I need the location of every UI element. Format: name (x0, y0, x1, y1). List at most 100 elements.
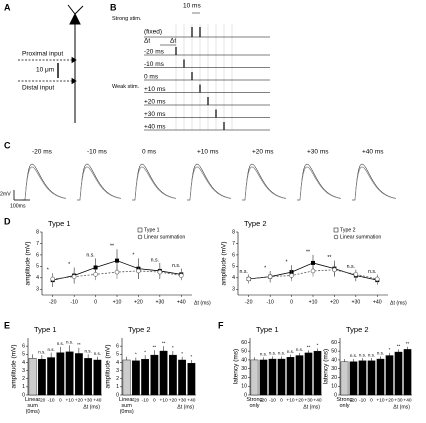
y-tick-label: 0 (22, 392, 25, 398)
significance-label: * (144, 349, 146, 354)
weak-label-box: Weak stim. (112, 84, 140, 90)
bar (340, 361, 349, 396)
y-tick-label: 3 (116, 368, 119, 374)
marker (93, 265, 98, 270)
bar (168, 354, 177, 396)
significance-label: ** (306, 249, 310, 255)
chart-title: Type 1 (48, 219, 71, 228)
trace (187, 166, 232, 201)
trace (22, 163, 67, 201)
row-label: 0 ms (144, 74, 159, 81)
trace (352, 166, 397, 201)
significance-label: ** (327, 255, 331, 261)
x-tick-label: Linear sum (0ms) (24, 397, 41, 415)
neuron (67, 4, 84, 123)
fixed-label: (fixed) (144, 29, 162, 36)
x-tick-label-box: Linear sum (0ms) (24, 397, 41, 415)
y-tick-label: 6 (232, 252, 235, 258)
trace (22, 166, 67, 201)
marker (267, 274, 273, 279)
significance-label: * (317, 343, 319, 348)
y-tick-label: 7 (232, 241, 235, 247)
x-axis-label: Δt (ms) (303, 404, 320, 410)
proximal-label: Proximal input (22, 51, 63, 58)
significance-label: ** (110, 244, 114, 250)
y-tick-label: 7 (36, 241, 39, 247)
x-tick-label: -10 (269, 397, 276, 403)
legend-marker (333, 234, 339, 240)
significance-label: * (135, 352, 137, 357)
y-tick-label: 8 (36, 229, 39, 235)
legend-marker (333, 227, 339, 233)
trace-label: +20 ms (252, 149, 274, 156)
marker (311, 260, 315, 265)
bar (403, 349, 412, 396)
panel-label: A (4, 2, 11, 12)
x-tick-label: +20 (295, 397, 303, 403)
interval-label: 10 ms (183, 3, 201, 10)
bar (385, 355, 394, 396)
bar (286, 357, 295, 396)
trace-label: -20 ms (32, 149, 53, 156)
panel-label: D (4, 216, 11, 226)
y-axis-label: amplitude (mV) (11, 344, 18, 388)
row-label: +30 ms (144, 111, 166, 118)
significance-label: n.s. (47, 347, 54, 352)
y-axis-label: amplitude (mV) (221, 241, 228, 285)
y-tick-label: 50 (331, 349, 337, 355)
y-tick-label: 60 (241, 340, 247, 346)
trace-label: 0 ms (142, 149, 157, 156)
trace-label: +40 ms (362, 149, 384, 156)
marker (310, 268, 316, 274)
significance-label: * (181, 351, 183, 356)
x-tick-label: -10 (70, 299, 78, 305)
x-tick-label: -20 (38, 397, 45, 403)
panel-label: E (4, 320, 10, 330)
significance-label: * (47, 268, 49, 274)
significance-label: n.s. (368, 352, 375, 357)
y-tick-label: 4 (36, 275, 39, 281)
legend-label: Linear summation (340, 234, 381, 240)
weak-label: Weak stim. (112, 84, 140, 90)
input-arrows (18, 56, 77, 85)
trace (77, 166, 122, 201)
strong-label-box: Strong stim. (112, 16, 141, 22)
x-tick-label: Strong only (336, 397, 353, 409)
trace-label: +10 ms (197, 149, 219, 156)
bar (84, 358, 93, 396)
bar (250, 359, 259, 396)
y-tick-label: 1 (116, 384, 119, 390)
bar (358, 360, 367, 396)
y-tick-label: 0 (244, 392, 247, 398)
y-tick-label: 6 (22, 344, 25, 350)
significance-label: ** (153, 344, 157, 349)
significance-label: n.s. (296, 347, 303, 352)
chart-title: Type 2 (244, 219, 267, 228)
row-label: -20 ms (144, 49, 165, 56)
chart-title: Type 2 (128, 325, 151, 334)
marker (332, 267, 337, 273)
x-tick-label: -10 (48, 397, 55, 403)
y-tick-label: 5 (22, 352, 25, 358)
significance-label: n.s. (260, 351, 267, 356)
x-tick-label: +40 (403, 397, 411, 403)
significance-label: n.s. (66, 340, 73, 345)
dt-label: Δt (144, 38, 150, 45)
row-label: +10 ms (144, 86, 166, 93)
significance-label: n.s. (151, 257, 159, 263)
y-tick-label: 0 (116, 392, 119, 398)
significance-label: * (172, 345, 174, 350)
x-tick-label: +30 (304, 397, 312, 403)
x-tick-label: 0 (280, 397, 283, 403)
y-tick-label: 20 (241, 375, 247, 381)
x-tick-label: +40 (187, 397, 195, 403)
x-tick-label: +20 (169, 397, 177, 403)
panel-label: C (4, 140, 11, 150)
significance-label: n.s. (287, 349, 294, 354)
bar (150, 354, 159, 396)
marker (178, 273, 184, 278)
x-axis-label: Δt (ms) (83, 404, 100, 410)
marker (71, 274, 77, 279)
y-tick-label: 4 (116, 360, 119, 366)
y-tick-label: 50 (241, 349, 247, 355)
